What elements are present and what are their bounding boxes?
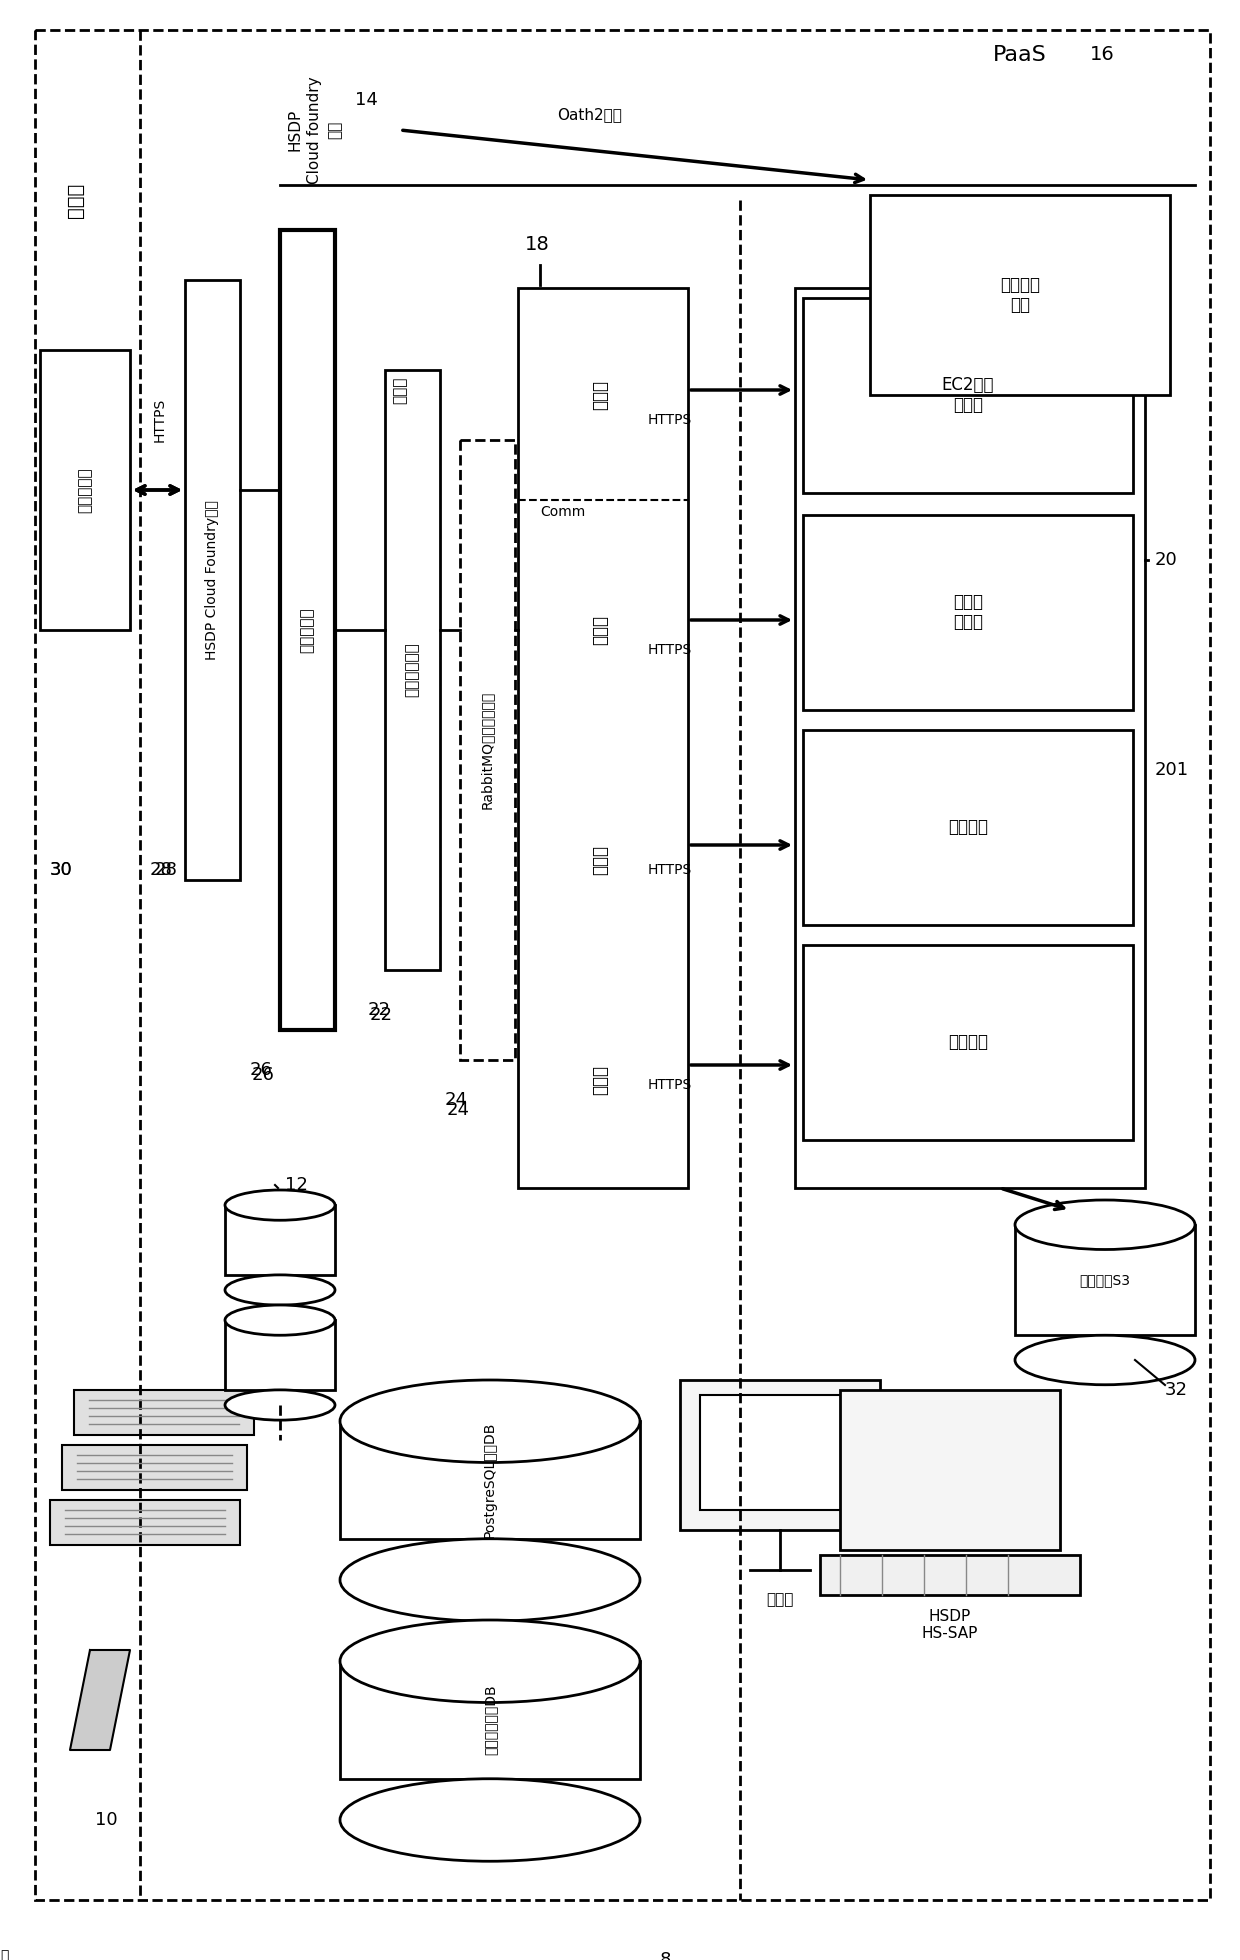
Bar	[224, 1205, 335, 1274]
Text: 28: 28	[155, 860, 177, 878]
Text: 网络客户端: 网络客户端	[77, 466, 93, 514]
Ellipse shape	[1016, 1200, 1195, 1250]
Text: 26: 26	[252, 1066, 275, 1084]
Text: Oath2认证: Oath2认证	[558, 108, 622, 122]
Bar	[804, 945, 1133, 1141]
Bar	[74, 1390, 254, 1435]
Text: 网络服务器: 网络服务器	[300, 608, 315, 653]
Text: PaaS: PaaS	[993, 45, 1047, 65]
Ellipse shape	[340, 1780, 640, 1862]
Text: 22: 22	[370, 1005, 393, 1023]
Ellipse shape	[340, 1380, 640, 1462]
Bar	[40, 351, 130, 629]
Text: HTTPS: HTTPS	[153, 398, 167, 443]
Text: 存储装置S3: 存储装置S3	[1080, 1272, 1131, 1288]
Bar	[185, 280, 241, 880]
Text: 微服务: 微服务	[591, 845, 609, 874]
Bar	[804, 298, 1133, 494]
Bar	[701, 1396, 861, 1509]
Bar	[870, 194, 1171, 396]
Polygon shape	[69, 1650, 130, 1750]
Bar	[1016, 1225, 1195, 1335]
Text: RabbitMQ消息传递总线: RabbitMQ消息传递总线	[480, 690, 494, 809]
Text: 工作流管理器: 工作流管理器	[404, 643, 419, 698]
Ellipse shape	[224, 1274, 335, 1305]
Bar	[518, 288, 688, 1188]
Ellipse shape	[224, 1390, 335, 1421]
Text: HSDP Cloud Foundry代理: HSDP Cloud Foundry代理	[205, 500, 219, 661]
Text: HTTPS: HTTPS	[647, 643, 692, 657]
Text: EC2报告
转换器: EC2报告 转换器	[941, 376, 994, 414]
Bar	[340, 1662, 640, 1780]
Bar	[804, 729, 1133, 925]
Bar	[525, 980, 675, 1180]
Bar	[224, 1321, 335, 1390]
Text: PostgreSQL加密DB: PostgreSQL加密DB	[484, 1421, 497, 1539]
Bar	[525, 529, 675, 729]
Bar	[62, 1445, 247, 1490]
Bar	[384, 370, 440, 970]
Text: 基因组
处理器: 基因组 处理器	[954, 592, 983, 631]
Bar	[525, 296, 675, 496]
Text: Cloud foundry: Cloud foundry	[308, 76, 322, 184]
Bar	[839, 1390, 1060, 1550]
Text: HTTPS: HTTPS	[647, 414, 692, 427]
Text: 26: 26	[250, 1060, 273, 1080]
Text: 22: 22	[368, 1002, 391, 1019]
Bar	[280, 229, 335, 1031]
Text: 24: 24	[446, 1102, 470, 1119]
Text: 16: 16	[1090, 45, 1115, 65]
Ellipse shape	[340, 1539, 640, 1621]
Text: 微服务: 微服务	[591, 615, 609, 645]
Bar	[340, 1421, 640, 1539]
Text: Comm: Comm	[539, 506, 585, 519]
Ellipse shape	[340, 1621, 640, 1703]
Bar	[460, 439, 515, 1060]
Bar	[820, 1554, 1080, 1595]
Text: 登录审计: 登录审计	[949, 1033, 988, 1051]
Text: 测序器: 测序器	[766, 1593, 794, 1607]
Text: 网络: 网络	[327, 122, 342, 139]
Text: 基础认证
服务: 基础认证 服务	[999, 276, 1040, 314]
Bar	[795, 288, 1145, 1188]
Text: 弹性搜索加密DB: 弹性搜索加密DB	[484, 1686, 497, 1756]
Text: 30: 30	[50, 860, 73, 878]
Text: 微服务: 微服务	[591, 380, 609, 410]
Text: 28: 28	[150, 860, 172, 878]
Text: 10: 10	[95, 1811, 118, 1829]
Bar	[525, 760, 675, 960]
Text: 测: 测	[0, 1948, 9, 1960]
Text: HTTPS: HTTPS	[647, 1078, 692, 1092]
Bar	[680, 1380, 880, 1531]
Text: 12: 12	[285, 1176, 308, 1194]
Text: 20: 20	[1154, 551, 1178, 568]
Text: 14: 14	[355, 90, 378, 110]
Text: HSDP: HSDP	[288, 110, 303, 151]
Bar	[50, 1499, 241, 1544]
Text: HSDP
HS-SAP: HSDP HS-SAP	[921, 1609, 978, 1641]
Text: 32: 32	[1166, 1382, 1188, 1399]
Text: 公共域: 公共域	[66, 182, 84, 218]
Text: 安静的: 安静的	[393, 376, 408, 404]
Ellipse shape	[1016, 1335, 1195, 1386]
Text: 8: 8	[660, 1950, 671, 1960]
Ellipse shape	[224, 1190, 335, 1221]
Ellipse shape	[224, 1305, 335, 1335]
Text: 微服务: 微服务	[591, 1064, 609, 1096]
Text: 201: 201	[1154, 760, 1189, 778]
Text: 18: 18	[525, 235, 549, 255]
Text: 24: 24	[445, 1092, 467, 1109]
Text: HTTPS: HTTPS	[647, 862, 692, 876]
Bar	[804, 515, 1133, 710]
Text: 混合存储: 混合存储	[949, 817, 988, 837]
Text: 30: 30	[50, 860, 73, 878]
